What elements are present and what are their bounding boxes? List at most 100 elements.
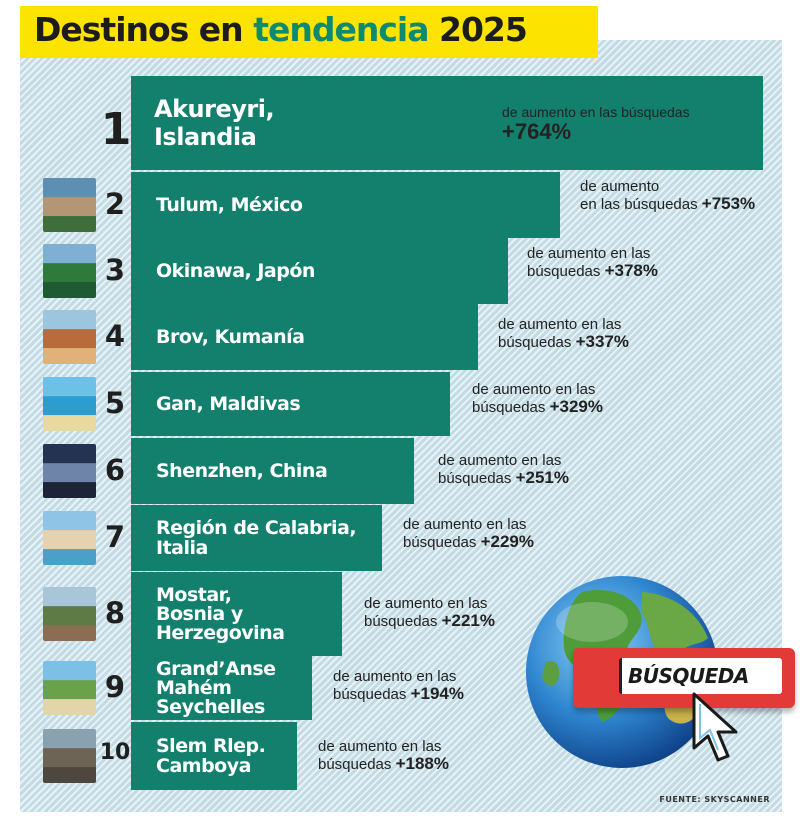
- destination-name: Shenzhen, China: [156, 460, 328, 482]
- rank-number: 4: [104, 319, 126, 353]
- destination-name-line: Bosnia y: [156, 603, 243, 625]
- bar: Okinawa, Japón: [131, 238, 508, 304]
- destination-name-line: Mostar,: [156, 584, 232, 606]
- destination-name-line: Mahém: [156, 677, 232, 699]
- value-percent: +378%: [604, 261, 658, 280]
- value-label: de aumento en las búsquedas +221%: [364, 595, 495, 630]
- bar: Gan, Maldivas: [131, 372, 450, 436]
- destination-photo: [43, 444, 96, 498]
- destination-name-line: Brov, Kumanía: [156, 326, 305, 348]
- value-label-line: búsquedas +329%: [472, 397, 603, 416]
- value-label-line: de aumento en las: [364, 595, 488, 612]
- value-label-line: búsquedas +378%: [527, 261, 658, 280]
- destination-name: Akureyri, Islandia: [154, 95, 275, 151]
- destination-name: Tulum, México: [156, 194, 303, 216]
- destination-photo: [43, 587, 96, 641]
- value-label-line: de aumento en las: [318, 738, 442, 755]
- rank-number: 5: [104, 386, 126, 420]
- value-label-line: búsquedas +229%: [403, 532, 534, 551]
- bar: Shenzhen, China: [131, 438, 414, 504]
- destination-name-line: Gan, Maldivas: [156, 393, 301, 415]
- destination-photo: [43, 511, 96, 565]
- destination-photo: [43, 661, 96, 715]
- rank-number: 9: [104, 670, 126, 704]
- value-percent: +753%: [701, 194, 756, 213]
- value-percent: +251%: [515, 468, 569, 487]
- value-label: de aumento en las búsquedas +188%: [318, 738, 449, 773]
- globe-land-misc: [542, 661, 560, 686]
- value-label-line: de aumento en las: [472, 381, 596, 398]
- value-percent: +229%: [480, 532, 534, 551]
- value-percent: +337%: [575, 332, 629, 351]
- value-label: de aumento en las búsquedas +753%: [580, 178, 755, 213]
- value-label: de aumento en las búsquedas +764%: [502, 104, 690, 144]
- bar: Tulum, México: [131, 172, 560, 238]
- cursor-icon: [692, 692, 738, 762]
- value-label: de aumento en las búsquedas +329%: [472, 381, 603, 416]
- value-label-line: búsquedas +251%: [438, 468, 569, 487]
- bar: Grand’Anse Mahém Seychelles: [131, 656, 312, 720]
- destination-name-line: Grand’Anse: [156, 658, 276, 680]
- globe-shine: [556, 602, 628, 642]
- destination-name-line: Tulum, México: [156, 194, 303, 216]
- bar: Mostar, Bosnia y Herzegovina: [131, 572, 342, 656]
- destination-photo: [43, 310, 96, 364]
- value-label-line: de aumento en las: [527, 245, 651, 262]
- destination-name-line: Slem Rlep.: [156, 735, 266, 757]
- title-part-1: Destinos en: [34, 10, 244, 49]
- title-accent: tendencia: [253, 10, 429, 49]
- destination-name-line: Shenzhen, China: [156, 460, 328, 482]
- destination-name: Región de Calabria, Italia: [156, 517, 357, 559]
- rank-number: 1: [100, 104, 132, 155]
- search-banner: BÚSQUEDA: [573, 648, 795, 708]
- value-label-line: búsquedas +221%: [364, 611, 495, 630]
- globe-land-asia: [642, 592, 708, 660]
- destination-name-line: Okinawa, Japón: [156, 260, 315, 282]
- title-banner: [20, 6, 598, 58]
- rank-number: 8: [104, 596, 126, 630]
- value-percent: +764%: [502, 119, 572, 144]
- bar: Brov, Kumanía: [131, 304, 478, 370]
- destination-photo: [43, 244, 96, 298]
- destination-name-line: Región de Calabria,: [156, 517, 357, 539]
- destination-photo: [43, 178, 96, 232]
- bar: Slem Rlep. Camboya: [131, 722, 297, 790]
- title-year: 2025: [438, 10, 528, 49]
- destination-name: Gan, Maldivas: [156, 393, 301, 415]
- value-label: de aumento en las búsquedas +229%: [403, 516, 534, 551]
- destination-name-line: Seychelles: [156, 696, 265, 718]
- value-label: de aumento en las búsquedas +378%: [527, 245, 658, 280]
- search-box: BÚSQUEDA: [619, 658, 782, 694]
- value-percent: +329%: [549, 397, 603, 416]
- destination-name-line: Herzegovina: [156, 622, 285, 644]
- bar: Región de Calabria, Italia: [131, 505, 382, 571]
- rank-number: 10: [99, 740, 131, 765]
- destination-name-line: Italia: [156, 537, 208, 559]
- destination-name: Brov, Kumanía: [156, 326, 305, 348]
- value-label-line: de aumento: [580, 178, 660, 195]
- value-label-line: de aumento en las: [498, 316, 622, 333]
- value-label-line: de aumento en las búsquedas: [502, 104, 690, 120]
- value-percent: +221%: [441, 611, 495, 630]
- value-label: de aumento en las búsquedas +337%: [498, 316, 629, 351]
- destination-name-line: Camboya: [156, 755, 251, 777]
- destination-name: Mostar, Bosnia y Herzegovina: [156, 586, 285, 643]
- value-label-line: en las búsquedas +753%: [580, 194, 756, 213]
- search-banner-text: BÚSQUEDA: [628, 664, 749, 688]
- value-label-line: búsquedas +337%: [498, 332, 629, 351]
- destination-photo: [43, 729, 96, 783]
- value-label-line: búsquedas +194%: [333, 684, 464, 703]
- destination-name: Slem Rlep. Camboya: [156, 735, 266, 777]
- rank-number: 2: [104, 187, 126, 221]
- value-percent: +188%: [395, 754, 449, 773]
- rank-number: 6: [104, 453, 126, 487]
- destination-name: Grand’Anse Mahém Seychelles: [156, 660, 276, 717]
- source-note: FUENTE: SKYSCANNER: [659, 795, 770, 804]
- destination-name-line: Islandia: [154, 123, 257, 151]
- rank-number: 3: [104, 253, 126, 287]
- bar: Akureyri, Islandia: [131, 76, 763, 170]
- value-label: de aumento en las búsquedas +194%: [333, 668, 464, 703]
- value-label-line: de aumento en las: [333, 668, 457, 685]
- page-title: Destinos en tendencia 2025: [34, 10, 528, 49]
- value-label-line: búsquedas +188%: [318, 754, 449, 773]
